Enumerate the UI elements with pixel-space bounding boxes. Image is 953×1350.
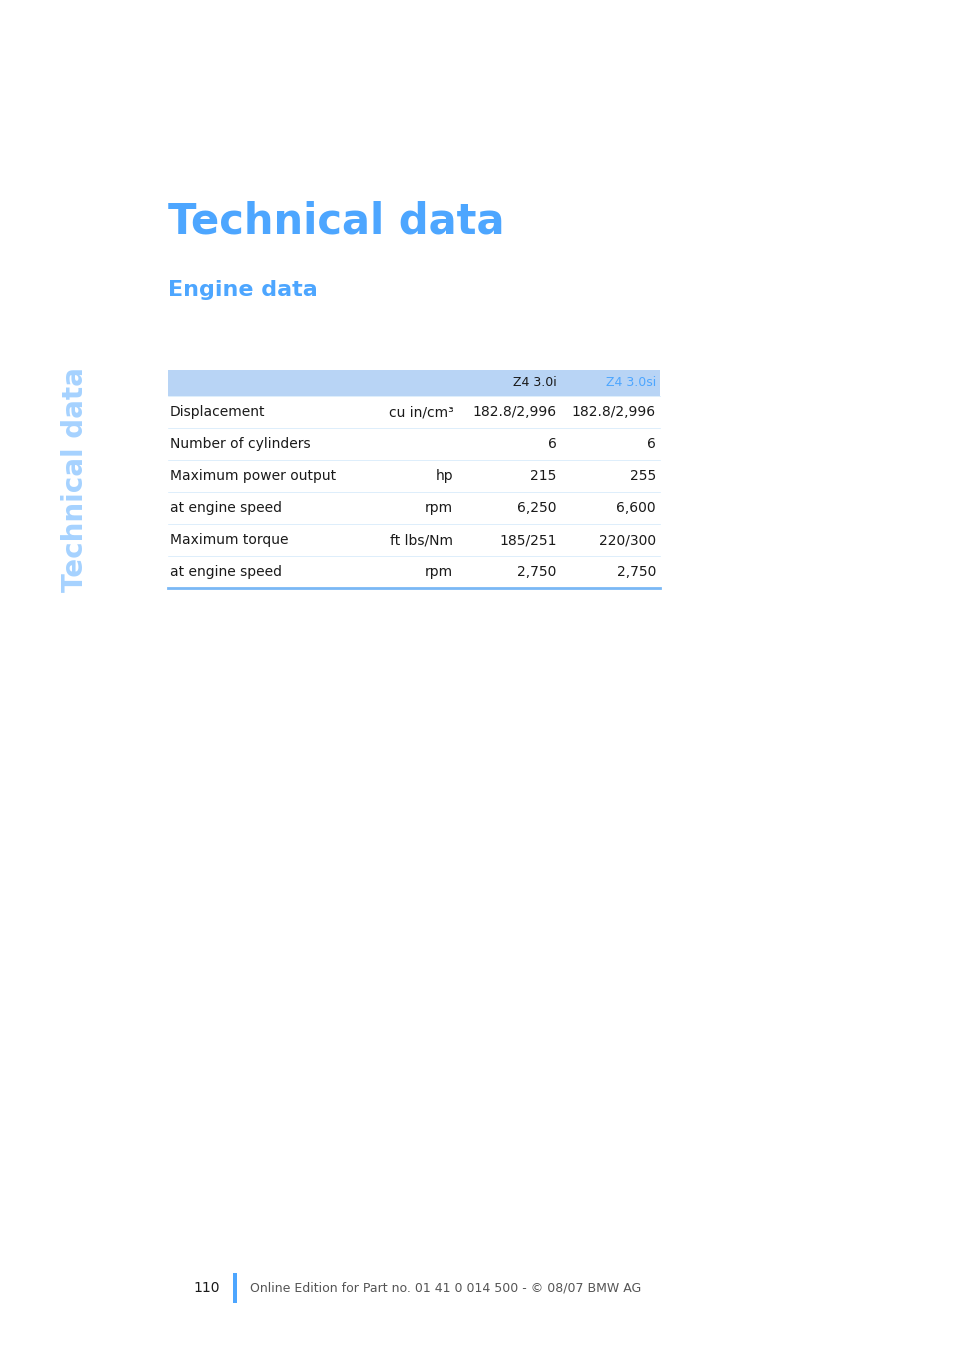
Text: 182.8/2,996: 182.8/2,996: [472, 405, 557, 418]
Text: 220/300: 220/300: [598, 533, 656, 547]
Bar: [233, 1273, 236, 1303]
Text: ft lbs/Nm: ft lbs/Nm: [390, 533, 453, 547]
Text: 185/251: 185/251: [498, 533, 557, 547]
Text: Technical data: Technical data: [168, 200, 504, 242]
Text: hp: hp: [436, 468, 453, 483]
Text: Displacement: Displacement: [170, 405, 265, 418]
Text: rpm: rpm: [425, 501, 453, 514]
Bar: [168, 370, 659, 396]
Text: cu in/cm³: cu in/cm³: [388, 405, 453, 418]
Text: Engine data: Engine data: [168, 279, 317, 300]
Text: at engine speed: at engine speed: [170, 501, 282, 514]
Text: Online Edition for Part no. 01 41 0 014 500 - © 08/07 BMW AG: Online Edition for Part no. 01 41 0 014 …: [250, 1281, 640, 1295]
Text: 182.8/2,996: 182.8/2,996: [571, 405, 656, 418]
Text: 255: 255: [629, 468, 656, 483]
Text: 215: 215: [530, 468, 557, 483]
Text: Maximum torque: Maximum torque: [170, 533, 288, 547]
Text: Maximum power output: Maximum power output: [170, 468, 335, 483]
Text: 6: 6: [547, 437, 557, 451]
Text: 2,750: 2,750: [517, 566, 557, 579]
Text: 6,250: 6,250: [517, 501, 557, 514]
Text: Z4 3.0i: Z4 3.0i: [513, 377, 557, 390]
Text: Number of cylinders: Number of cylinders: [170, 437, 311, 451]
Text: 110: 110: [193, 1281, 220, 1295]
Text: at engine speed: at engine speed: [170, 566, 282, 579]
Text: rpm: rpm: [425, 566, 453, 579]
Text: 6: 6: [646, 437, 656, 451]
Text: 2,750: 2,750: [616, 566, 656, 579]
Text: Z4 3.0si: Z4 3.0si: [605, 377, 656, 390]
Text: Technical data: Technical data: [61, 367, 89, 593]
Text: 6,600: 6,600: [616, 501, 656, 514]
